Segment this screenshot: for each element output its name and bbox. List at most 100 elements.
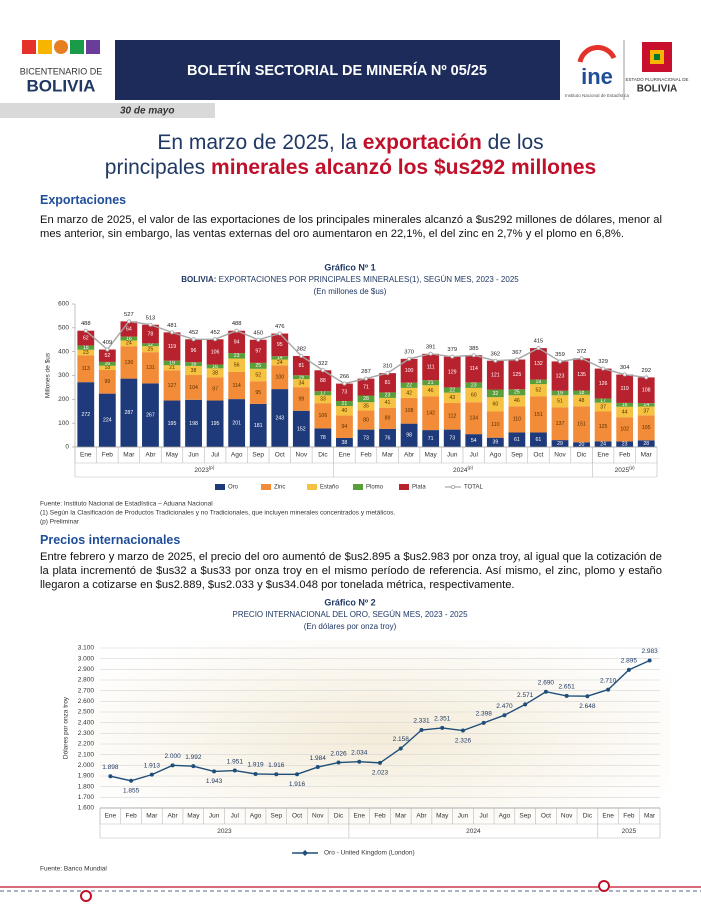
- data-label: 142: [426, 411, 435, 417]
- bar-segment: [98, 349, 116, 362]
- total-marker: [428, 351, 433, 356]
- x-tick-label: Jun: [188, 452, 199, 459]
- date: 30 de mayo: [120, 106, 174, 117]
- total-label: 367: [512, 350, 522, 356]
- bar-segment: [271, 356, 289, 360]
- x-tick-label: Feb: [360, 452, 372, 459]
- bar-segment: [422, 380, 440, 386]
- data-label: 2.026: [330, 750, 347, 757]
- data-label: 97: [255, 349, 261, 355]
- x-tick-label: Feb: [619, 452, 631, 459]
- data-label: 95: [277, 342, 283, 348]
- y-tick-label: 1.700: [78, 794, 95, 801]
- x-tick-label: Jul: [480, 813, 489, 820]
- bar-segment: [314, 395, 332, 404]
- x-tick-label: Jul: [470, 452, 479, 459]
- legend-swatch: [307, 484, 317, 490]
- data-label: 1.913: [144, 762, 161, 769]
- data-label: 2.398: [476, 711, 493, 718]
- bar-segment: [616, 417, 634, 442]
- price-marker: [419, 728, 424, 733]
- total-marker: [126, 319, 131, 324]
- data-label: 33: [320, 397, 326, 403]
- bar-segment: [98, 370, 116, 394]
- data-label: 99: [104, 379, 110, 385]
- bar-segment: [163, 400, 181, 447]
- data-label: 287: [125, 410, 134, 416]
- bar-segment: [271, 365, 289, 390]
- total-marker: [299, 353, 304, 358]
- bar-segment: [336, 401, 353, 407]
- price-marker: [336, 760, 341, 765]
- data-label: 21: [342, 401, 348, 407]
- price-marker: [129, 778, 134, 783]
- bar-segment: [422, 430, 440, 447]
- price-marker: [170, 763, 175, 768]
- y-tick-label: 2.800: [78, 677, 95, 684]
- data-label: 37: [600, 404, 606, 410]
- state-line: ESTADO PLURINACIONAL DE: [625, 77, 688, 82]
- y-tick-label: 1.800: [78, 783, 95, 790]
- data-label: 62: [83, 335, 89, 341]
- bar-segment: [551, 407, 569, 441]
- data-label: 44: [622, 409, 628, 415]
- data-label: 136: [125, 360, 134, 366]
- data-label: 131: [146, 365, 155, 371]
- section-heading: Exportaciones: [40, 193, 127, 207]
- bar-segment: [98, 365, 116, 371]
- bar-segment: [314, 428, 332, 447]
- y-tick-label: 1.600: [78, 805, 95, 812]
- x-tick-label: May: [166, 452, 179, 459]
- bar-segment: [185, 399, 202, 447]
- x-tick-label: Ago: [490, 452, 502, 459]
- bar-segment: [228, 371, 246, 400]
- bar-segment: [486, 360, 504, 390]
- data-label: 111: [427, 364, 435, 370]
- data-label: 19: [557, 390, 563, 396]
- bar-segment: [486, 397, 504, 412]
- bar-segment: [98, 393, 116, 447]
- bar-segment: [249, 339, 267, 363]
- bar-segment: [357, 395, 375, 403]
- bar-segment: [400, 358, 418, 383]
- bar-segment: [530, 379, 547, 385]
- data-label: 56: [234, 363, 240, 369]
- bar-segment: [508, 432, 526, 447]
- y-tick-label: 2.400: [78, 719, 95, 726]
- year-marker: (p): [467, 465, 473, 470]
- total-marker: [558, 359, 563, 364]
- bar-segment: [336, 383, 353, 402]
- year-label: 2025(p): [615, 465, 635, 474]
- data-label: 24: [277, 360, 283, 366]
- y-tick-label: 0: [65, 444, 69, 451]
- data-label: 119: [168, 344, 176, 350]
- data-label: 2.690: [538, 679, 555, 686]
- bar-segment: [206, 400, 224, 447]
- data-label: 94: [342, 424, 348, 430]
- data-label: 114: [470, 366, 478, 372]
- subtitle-prefix: BOLIVIA:: [181, 275, 216, 284]
- data-label: 23: [385, 393, 391, 399]
- bar-segment: [443, 387, 461, 393]
- note: (1) Según la Clasificación de Productos …: [40, 510, 395, 517]
- total-marker: [277, 331, 282, 336]
- year-label: 2024: [466, 828, 481, 835]
- price-marker: [357, 759, 362, 764]
- bar-segment: [163, 332, 181, 361]
- total-label: 266: [340, 374, 350, 380]
- legend-swatch: [215, 484, 225, 490]
- total-marker: [83, 328, 88, 333]
- data-label: 17: [600, 398, 606, 404]
- data-label: 14: [277, 355, 283, 361]
- legend-label: Estaño: [320, 485, 339, 491]
- x-tick-label: May: [436, 813, 449, 820]
- state-emblem: [642, 42, 672, 72]
- bar-segment: [142, 352, 159, 384]
- data-label: 16: [104, 361, 110, 367]
- data-label: 23: [234, 353, 240, 359]
- bar-segment: [637, 440, 655, 447]
- x-tick-label: Nov: [561, 813, 573, 820]
- legend-swatch: [353, 484, 363, 490]
- bar-segment: [508, 395, 526, 407]
- bar-segment: [249, 403, 267, 447]
